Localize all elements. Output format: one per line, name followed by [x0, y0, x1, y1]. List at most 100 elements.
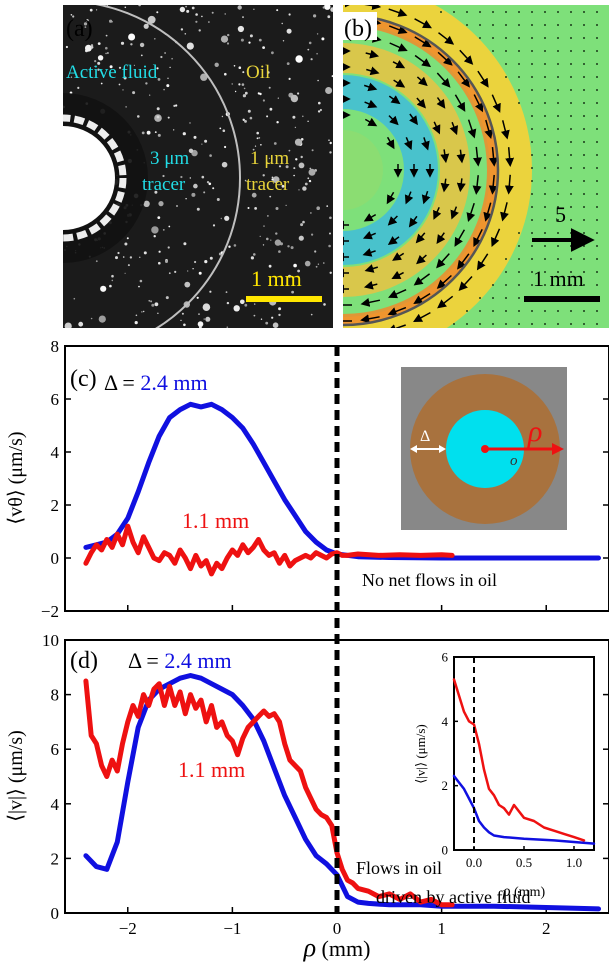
panel-b-label: (b)	[344, 16, 372, 42]
grid-dot	[596, 141, 598, 143]
grid-dot	[479, 11, 481, 13]
velocity-arrow	[388, 95, 401, 105]
speckle	[90, 45, 94, 49]
speckle	[97, 68, 100, 71]
speckle	[193, 135, 197, 139]
grid-dot	[544, 232, 546, 234]
velocity-arrow	[456, 178, 466, 193]
speckle	[64, 322, 72, 328]
speckle	[324, 5, 331, 10]
speckle	[298, 162, 305, 169]
speckle	[271, 176, 274, 179]
speckle	[198, 29, 201, 32]
speckle	[72, 15, 75, 18]
velocity-arrow	[363, 82, 378, 92]
grid-dot	[531, 180, 533, 182]
grid-dot	[531, 11, 533, 13]
speckle	[97, 61, 101, 65]
grid-dot	[596, 193, 598, 195]
speckle	[90, 317, 93, 320]
speckle	[205, 316, 211, 322]
grid-dot	[518, 284, 520, 286]
speckle	[224, 145, 227, 149]
grid-dot	[557, 284, 559, 286]
speckle	[258, 137, 261, 139]
speckle	[192, 268, 194, 270]
grid-dot	[570, 271, 572, 273]
speckle	[325, 87, 333, 94]
speckle	[286, 62, 290, 65]
speed-band-peak	[343, 14, 499, 326]
grid-dot	[544, 102, 546, 104]
velocity-arrow	[437, 51, 453, 66]
grid-dot	[596, 63, 598, 65]
speckle	[266, 115, 269, 118]
grid-dot	[596, 245, 598, 247]
speckle	[276, 9, 279, 12]
speckle	[140, 54, 143, 57]
speckle	[288, 274, 291, 278]
speckle	[266, 237, 269, 241]
speckle	[86, 19, 89, 22]
delta-arrowhead-left	[410, 445, 417, 453]
ytick-label: 8	[51, 337, 60, 356]
velocity-arrow	[436, 253, 450, 269]
speckle	[259, 235, 261, 237]
speckle	[198, 271, 202, 275]
velocity-arrow	[457, 71, 470, 88]
velocity-arrow	[414, 54, 432, 68]
speckle	[293, 167, 296, 170]
velocity-arrow	[440, 149, 450, 164]
panel-b-scalebar	[524, 296, 600, 302]
speckle	[316, 33, 319, 35]
velocity-arrow	[449, 121, 459, 136]
velocity-arrow	[459, 49, 474, 65]
speckle	[179, 6, 186, 13]
speckle	[127, 264, 130, 267]
speckle	[98, 315, 106, 323]
velocity-arrow	[363, 213, 377, 222]
velocity-arrow	[421, 190, 431, 205]
ytick-label: 6	[51, 390, 60, 409]
grid-dot	[583, 323, 585, 325]
speckle	[286, 28, 292, 34]
grid-dot	[453, 323, 455, 325]
speckle	[167, 116, 170, 119]
velocity-arrow	[362, 230, 376, 240]
panel-b-label-bg	[343, 12, 377, 40]
speckle	[188, 148, 194, 153]
chart-c-delta-label: Δ = 2.4 mm	[104, 370, 208, 395]
speckle	[298, 189, 300, 191]
speckle	[167, 77, 169, 80]
velocity-arrow	[414, 18, 432, 29]
velocity-arrow	[488, 174, 498, 195]
velocity-arrow	[364, 99, 378, 109]
grid-dot	[596, 271, 598, 273]
speckle	[105, 34, 108, 37]
speckle	[156, 11, 159, 14]
speckle	[173, 129, 175, 131]
velocity-arrow	[386, 191, 396, 205]
speckle	[157, 133, 161, 137]
chart-d-annotation-line2: driven by active fluid	[376, 887, 530, 907]
grid-dot	[596, 167, 598, 169]
velocity-arrow	[388, 289, 407, 299]
speckle	[308, 168, 316, 176]
speckle	[175, 104, 178, 107]
xtick-label: 2	[542, 919, 551, 938]
grid-dot	[505, 76, 507, 78]
grid-dot	[531, 37, 533, 39]
speckle	[327, 15, 331, 19]
series-line-blue	[83, 673, 601, 912]
velocity-arrow	[476, 253, 489, 271]
grid-dot	[505, 284, 507, 286]
speckle	[151, 226, 159, 234]
grid-dot	[505, 63, 507, 65]
speckle	[185, 198, 187, 200]
speckle	[101, 72, 103, 74]
schematic-inset: Δ ρ o	[401, 367, 567, 530]
speckle	[256, 137, 259, 140]
speckle	[326, 205, 329, 207]
speckle	[154, 190, 158, 194]
speckle	[118, 83, 121, 86]
